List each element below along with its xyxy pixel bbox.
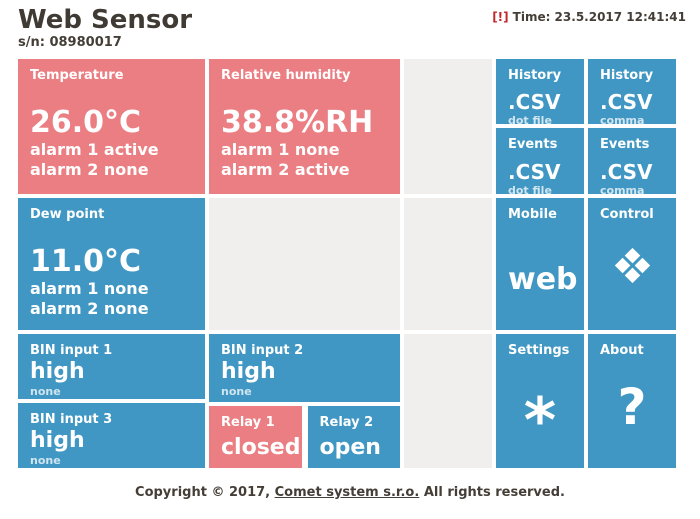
bin-input-1-title: BIN input 1: [30, 342, 113, 358]
control-icon-area: [600, 222, 664, 308]
dew-point-alarm1: alarm 1 none: [30, 278, 149, 298]
bin-input-2-sub: none: [221, 385, 252, 399]
relay-2-value: open: [319, 434, 381, 460]
events-comma-sub: comma file: [600, 183, 645, 194]
bin2-relays-column: BIN input 2 high none Relay 1 closed Rel…: [209, 333, 400, 468]
tile-bin-input-2: BIN input 2 high none: [209, 333, 400, 402]
relay-2-title: Relay 2: [319, 415, 374, 430]
bin-input-3-sub: none: [30, 454, 61, 468]
settings-icon-area: *: [523, 384, 557, 458]
bin-input-2-value: high: [221, 359, 276, 385]
history-comma-value: .CSV: [600, 90, 653, 115]
bin-input-1-value: high: [30, 359, 85, 385]
bin-input-3-title: BIN input 3: [30, 411, 113, 427]
page-title: Web Sensor: [18, 5, 193, 35]
tile-grid: Temperature 26.0°C alarm 1 active alarm …: [18, 58, 680, 468]
history-dot-value: .CSV: [508, 90, 561, 115]
temperature-title: Temperature: [30, 67, 124, 83]
mobile-title: Mobile: [508, 206, 557, 222]
page-header: Web Sensor s/n: 08980017 [!] Time: 23.5.2…: [0, 0, 700, 50]
events-dot-sub: dot file: [508, 183, 552, 194]
about-icon-area: ?: [600, 358, 664, 444]
tile-humidity: Relative humidity 38.8%RH alarm 1 none a…: [209, 58, 400, 194]
events-comma-value: .CSV: [600, 159, 653, 184]
serial-number: s/n: 08980017: [18, 34, 122, 50]
dew-point-title: Dew point: [30, 206, 105, 222]
history-csv-dot-button[interactable]: History .CSV dot file: [496, 58, 584, 125]
relay-row: Relay 1 closed Relay 2 open: [209, 406, 400, 468]
dew-point-alarm2: alarm 2 none: [30, 298, 149, 318]
question-mark-icon: ?: [617, 378, 647, 437]
history-events-comma-column: History .CSV comma file Events .CSV comm…: [588, 58, 676, 194]
settings-title: Settings: [508, 342, 570, 358]
tile-dew-point: Dew point 11.0°C alarm 1 none alarm 2 no…: [18, 197, 205, 330]
tile-bin-input-3: BIN input 3 high none: [18, 402, 205, 468]
time-label: Time: 23.5.2017 12:41:41: [512, 10, 686, 24]
alert-icon: [!]: [492, 10, 509, 24]
history-comma-sub: comma file: [600, 114, 645, 125]
four-diamonds-icon: [614, 247, 650, 283]
empty-cell: [209, 197, 400, 330]
bin-input-2-title: BIN input 2: [221, 342, 304, 358]
tile-relay-2: Relay 2 open: [307, 406, 400, 468]
humidity-value: 38.8%RH: [221, 105, 374, 141]
events-dot-title: Events: [508, 137, 558, 153]
copyright-suffix: All rights reserved.: [419, 484, 565, 500]
settings-button[interactable]: Settings *: [496, 333, 584, 468]
bin-inputs-column: BIN input 1 high none BIN input 3 high n…: [18, 333, 205, 468]
temperature-alarm1: alarm 1 active: [30, 139, 159, 159]
copyright-prefix: Copyright © 2017,: [135, 484, 275, 500]
footer: Copyright © 2017, Comet system s.r.o. Al…: [0, 485, 700, 500]
device-time: [!] Time: 23.5.2017 12:41:41: [492, 10, 686, 24]
bin-input-3-value: high: [30, 428, 85, 454]
history-dot-sub: dot file: [508, 114, 552, 125]
comet-system-link[interactable]: Comet system s.r.o.: [274, 484, 420, 500]
control-button[interactable]: Control: [588, 197, 676, 330]
humidity-title: Relative humidity: [221, 67, 351, 83]
history-dot-title: History: [508, 67, 562, 83]
tile-bin-input-1: BIN input 1 high none: [18, 333, 205, 399]
history-events-dot-column: History .CSV dot file Events .CSV dot fi…: [496, 58, 584, 194]
about-title: About: [600, 342, 644, 358]
humidity-alarm1: alarm 1 none: [221, 139, 340, 159]
empty-cell: [404, 197, 492, 330]
relay-1-title: Relay 1: [221, 415, 275, 430]
events-comma-title: Events: [600, 137, 650, 153]
empty-cell: [404, 333, 492, 468]
humidity-alarm2: alarm 2 active: [221, 159, 350, 179]
mobile-web-button[interactable]: Mobile web: [496, 197, 584, 330]
events-dot-value: .CSV: [508, 159, 561, 184]
temperature-alarm2: alarm 2 none: [30, 159, 149, 179]
control-title: Control: [600, 206, 654, 222]
temperature-value: 26.0°C: [30, 105, 142, 141]
empty-cell: [404, 58, 492, 194]
events-csv-dot-button[interactable]: Events .CSV dot file: [496, 128, 584, 194]
history-comma-title: History: [600, 67, 654, 83]
history-csv-comma-button[interactable]: History .CSV comma file: [588, 58, 676, 125]
dew-point-value: 11.0°C: [30, 244, 142, 280]
mobile-value: web: [508, 262, 578, 298]
relay-1-value: closed: [221, 434, 301, 460]
tile-temperature: Temperature 26.0°C alarm 1 active alarm …: [18, 58, 205, 194]
events-csv-comma-button[interactable]: Events .CSV comma file: [588, 128, 676, 194]
about-button[interactable]: About ?: [588, 333, 676, 468]
tile-relay-1: Relay 1 closed: [209, 406, 302, 468]
bin-input-1-sub: none: [30, 385, 61, 399]
